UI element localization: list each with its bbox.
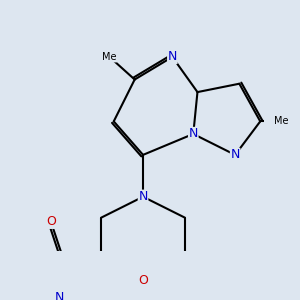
Text: Me: Me <box>274 116 289 126</box>
Text: N: N <box>189 128 198 140</box>
Text: N: N <box>138 190 148 203</box>
Text: N: N <box>168 50 177 63</box>
Text: O: O <box>138 274 148 287</box>
Text: Me: Me <box>102 52 117 62</box>
Text: N: N <box>230 148 240 161</box>
Text: O: O <box>46 215 56 228</box>
Text: N: N <box>55 291 64 300</box>
